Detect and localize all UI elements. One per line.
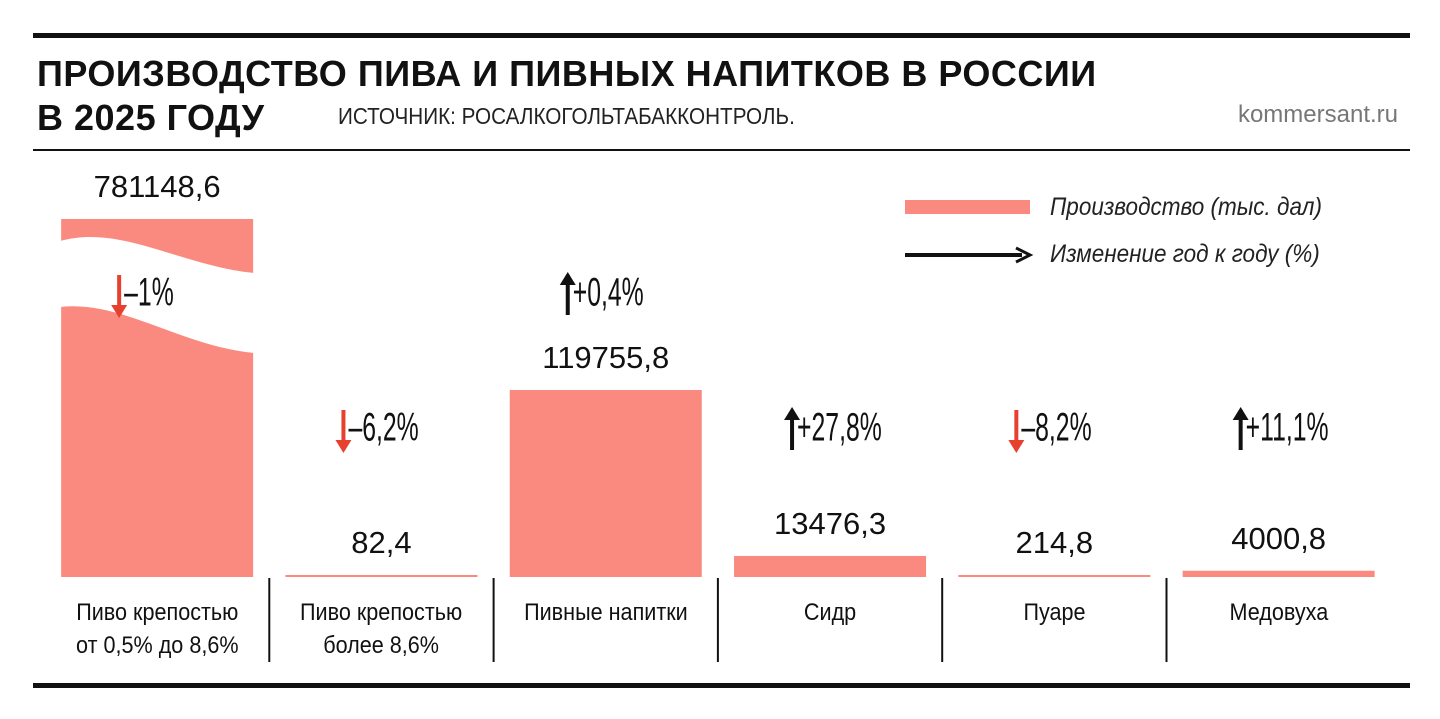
bar [509, 390, 702, 577]
title: ПРОИЗВОДСТВО ПИВА И ПИВНЫХ НАПИТКОВ В РО… [37, 53, 1097, 138]
value-label: 119755,8 [542, 340, 669, 375]
change-label: –8,2% [1021, 406, 1091, 450]
bar [958, 575, 1151, 577]
header-rule [33, 149, 1410, 151]
category-text: Пиво крепостью более 8,6% [300, 599, 463, 659]
arrow-head [111, 305, 128, 318]
top-rule [33, 33, 1410, 38]
legend-label: Производство (тыс. дал) [1050, 193, 1322, 221]
category-label: Сидр [718, 596, 942, 629]
category-label: Пивные напитки [494, 596, 718, 629]
arrow-head [559, 272, 576, 285]
change-label: +27,8% [797, 406, 882, 450]
arrow-head [784, 407, 801, 420]
category-label: Медовуха [1167, 596, 1391, 629]
source: ИСТОЧНИК: РОСАЛКОГОЛЬТАБАККОНТРОЛЬ. [338, 103, 795, 129]
change-arrow [784, 407, 801, 450]
value-label: 82,4 [351, 525, 411, 560]
legend-arrow-head [1015, 246, 1034, 264]
category-text: Медовуха [1229, 599, 1328, 626]
change-label: +0,4% [573, 271, 644, 315]
change-arrow [559, 272, 576, 315]
category-text: Пиво крепостью от 0,5% до 8,6% [75, 599, 239, 659]
category-label: Пиво крепостью от 0,5% до 8,6% [45, 596, 269, 662]
change-arrow [335, 410, 352, 453]
bar [285, 575, 478, 577]
bar [1182, 570, 1375, 577]
change-label: –6,2% [348, 406, 418, 450]
category-text: Пивные напитки [523, 599, 688, 626]
arrow-head [1232, 407, 1249, 420]
legend-swatch [905, 200, 1030, 214]
bar [734, 555, 927, 577]
category-label: Пиво крепостью более 8,6% [269, 596, 493, 662]
value-label: 214,8 [1016, 525, 1094, 560]
category-label: Пуаре [942, 596, 1166, 629]
value-label: 13476,3 [774, 506, 886, 541]
value-label: 4000,8 [1231, 521, 1326, 556]
site: kommersant.ru [1237, 101, 1398, 128]
change-arrow [1008, 410, 1025, 453]
change-label: +11,1% [1246, 406, 1329, 450]
change-arrow [1232, 407, 1249, 450]
change-arrow [111, 275, 128, 318]
category-text: Сидр [803, 599, 857, 626]
legend-label: Изменение год к году (%) [1050, 240, 1320, 268]
arrow-head [1008, 440, 1025, 453]
bottom-rule [33, 683, 1410, 688]
change-label: –1% [124, 271, 174, 315]
value-label: 781148,6 [94, 169, 221, 204]
arrow-head [335, 440, 352, 453]
category-text: Пуаре [1023, 599, 1086, 626]
bar-break [60, 236, 255, 353]
